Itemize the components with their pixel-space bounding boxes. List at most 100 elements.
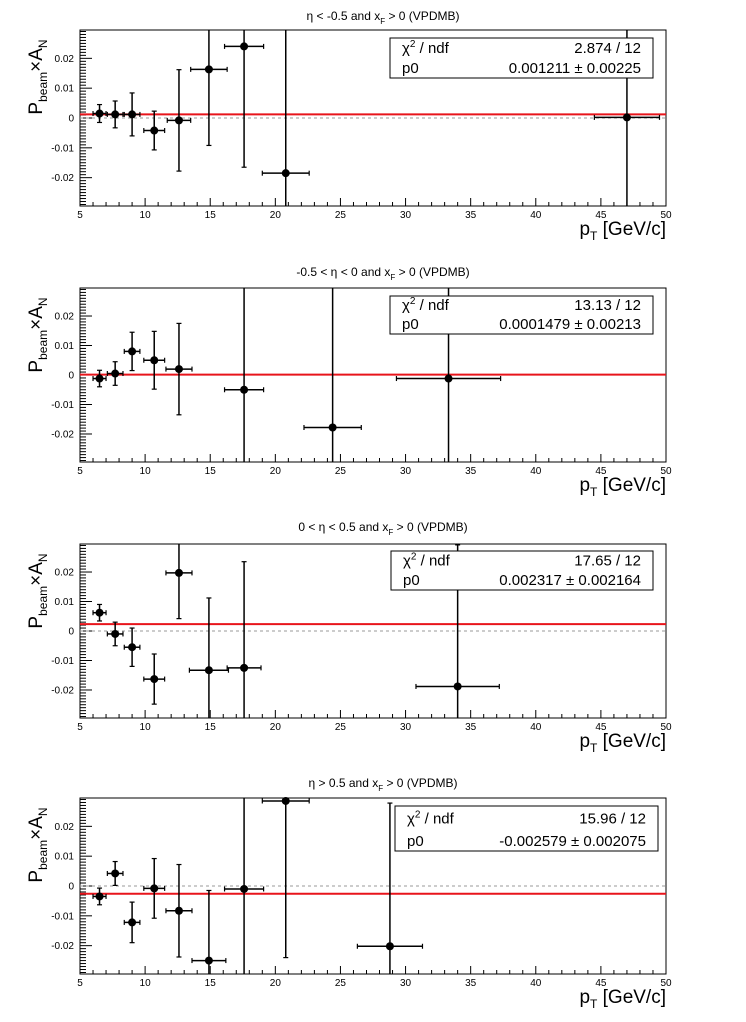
data-marker <box>174 365 183 374</box>
data-marker <box>111 629 120 638</box>
y-tick-label: -0.01 <box>51 911 74 922</box>
chi2-ndf-value: 2.874 / 12 <box>574 40 641 57</box>
x-tick-label: 10 <box>140 466 152 477</box>
data-marker <box>150 884 159 893</box>
x-tick-label: 40 <box>530 978 542 989</box>
p0-label: p0 <box>402 316 419 333</box>
x-tick-label: 50 <box>660 210 672 221</box>
x-tick-label: 40 <box>530 722 542 733</box>
y-tick-label: 0.02 <box>55 568 75 579</box>
data-point <box>143 653 166 705</box>
x-tick-label: 15 <box>205 466 217 477</box>
data-marker <box>174 568 183 577</box>
y-tick-label: -0.01 <box>51 143 74 154</box>
data-marker <box>111 869 120 878</box>
data-point <box>165 863 193 958</box>
data-point <box>356 802 424 974</box>
x-tick-label: 35 <box>465 210 477 221</box>
data-point <box>188 597 230 718</box>
chi2-ndf-label: χ2 / ndf <box>403 552 451 570</box>
x-tick-label: 5 <box>77 210 83 221</box>
x-tick-label: 50 <box>660 466 672 477</box>
x-tick-label: 40 <box>530 210 542 221</box>
y-tick-label: 0.01 <box>55 852 75 863</box>
y-tick-label: -0.02 <box>51 173 74 184</box>
data-point <box>123 627 141 667</box>
data-marker <box>385 942 394 951</box>
x-tick-label: 25 <box>335 466 347 477</box>
data-point <box>261 30 310 206</box>
x-tick-label: 15 <box>205 978 217 989</box>
x-tick-label: 30 <box>400 978 412 989</box>
data-point <box>123 331 141 372</box>
y-tick-label: 0 <box>68 371 74 382</box>
data-marker <box>150 675 159 684</box>
p0-label: p0 <box>407 833 424 850</box>
data-marker <box>128 643 137 652</box>
y-tick-label: 0 <box>68 882 74 893</box>
x-tick-label: 5 <box>77 466 83 477</box>
data-point <box>92 887 107 906</box>
x-tick-label: 45 <box>595 466 607 477</box>
data-marker <box>174 116 183 125</box>
x-tick-label: 25 <box>335 210 347 221</box>
chi2-ndf-label: χ2 / ndf <box>407 810 455 828</box>
data-point <box>261 796 310 959</box>
chart-title: -0.5 < η < 0 and xF > 0 (VPDMB) <box>296 265 469 282</box>
chart-title: 0 < η < 0.5 and xF > 0 (VPDMB) <box>298 520 467 537</box>
fit-stat-box <box>394 805 659 852</box>
data-marker <box>95 608 104 617</box>
data-marker <box>453 682 462 691</box>
data-point <box>303 288 362 462</box>
chart-title: η < -0.5 and xF > 0 (VPDMB) <box>307 9 460 26</box>
x-axis-label: pT [GeV/c] <box>579 731 666 755</box>
x-tick-label: 20 <box>270 210 282 221</box>
data-marker <box>95 374 104 383</box>
data-point <box>92 603 107 622</box>
y-tick-label: 0.02 <box>55 54 75 65</box>
data-marker <box>204 65 213 74</box>
data-point <box>165 544 193 620</box>
x-tick-label: 50 <box>660 722 672 733</box>
x-axis-label: pT [GeV/c] <box>579 987 666 1011</box>
fit-stat-box <box>389 295 654 335</box>
data-marker <box>150 356 159 365</box>
data-point <box>143 110 166 151</box>
x-tick-label: 20 <box>270 978 282 989</box>
x-tick-label: 40 <box>530 466 542 477</box>
data-point <box>106 621 124 647</box>
y-axis-label: Pbeam×AN <box>26 297 50 372</box>
data-marker <box>204 956 213 965</box>
chart-panel-2: -0.5 < η < 0 and xF > 0 (VPDMB) 5 10 15 20 25… <box>26 265 672 499</box>
chart-title: η > 0.5 and xF > 0 (VPDMB) <box>309 776 458 793</box>
x-tick-label: 30 <box>400 722 412 733</box>
data-marker <box>95 892 104 901</box>
data-marker <box>150 126 159 135</box>
x-tick-label: 45 <box>595 722 607 733</box>
p0-value: 0.001211 ± 0.00225 <box>509 60 641 77</box>
p0-label: p0 <box>402 60 419 77</box>
data-marker <box>128 110 137 119</box>
data-marker <box>95 109 104 118</box>
data-marker <box>128 918 137 927</box>
y-tick-label: 0.01 <box>55 597 75 608</box>
y-tick-label: 0.02 <box>55 822 75 833</box>
x-tick-label: 35 <box>465 978 477 989</box>
data-point <box>106 361 124 386</box>
data-point <box>92 103 107 124</box>
data-marker <box>111 110 120 119</box>
data-point <box>190 30 228 147</box>
p0-label: p0 <box>403 572 420 589</box>
x-axis-label: pT [GeV/c] <box>579 475 666 499</box>
p0-value: 0.002317 ± 0.002164 <box>499 572 641 589</box>
chart-panel-4: η > 0.5 and xF > 0 (VPDMB) 5 10 15 20 25 30 35 4… <box>26 776 672 1011</box>
x-tick-label: 5 <box>77 722 83 733</box>
data-point <box>106 860 124 887</box>
x-tick-label: 45 <box>595 210 607 221</box>
chi2-ndf-value: 17.65 / 12 <box>574 553 641 570</box>
y-tick-label: 0 <box>68 114 74 125</box>
y-tick-label: 0.01 <box>55 84 75 95</box>
data-point <box>143 330 166 390</box>
chi2-ndf-value: 13.13 / 12 <box>574 297 641 314</box>
data-marker <box>328 423 337 432</box>
